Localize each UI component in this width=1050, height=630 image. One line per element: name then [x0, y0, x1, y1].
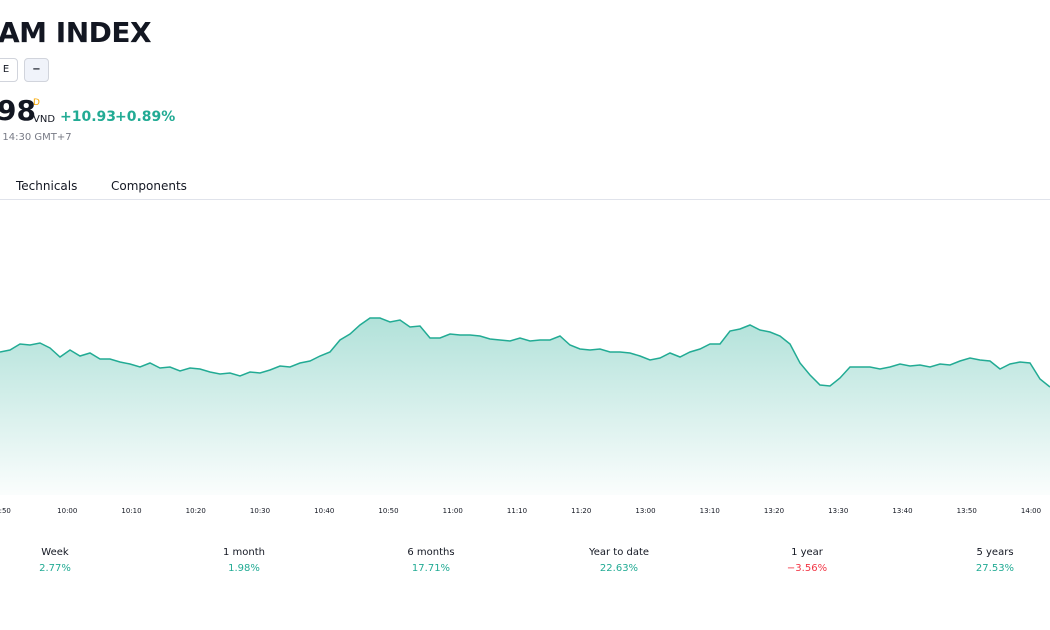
currency: VND	[33, 114, 56, 125]
period-label: 1 year	[791, 547, 823, 558]
tab[interactable]: Technicals	[16, 179, 78, 193]
x-tick-label: 10:50	[378, 507, 398, 515]
period-value: 2.77%	[39, 563, 71, 574]
x-tick-label: 13:40	[892, 507, 912, 515]
x-tick-label: 10:00	[57, 507, 77, 515]
period-value: 27.53%	[975, 563, 1015, 574]
x-tick-label: 10:30	[250, 507, 270, 515]
x-tick-label: 13:20	[764, 507, 784, 515]
x-tick-label: 11:10	[507, 507, 527, 515]
x-tick-label: 10:40	[314, 507, 334, 515]
x-tick-label: 10:10	[121, 507, 141, 515]
period-value: 22.63%	[599, 563, 639, 574]
period-label: 6 months	[407, 547, 455, 558]
area	[0, 318, 1050, 495]
period-label: 5 years	[976, 547, 1014, 558]
x-tick-label: 13:30	[828, 507, 848, 515]
tab[interactable]: Components	[111, 179, 187, 193]
change-percent: +0.89%	[115, 109, 176, 125]
period-label: Week	[41, 547, 69, 558]
line	[0, 317, 1050, 388]
change: +10.93	[60, 109, 117, 125]
price: 98	[0, 94, 36, 127]
x-tick-label: 14:00	[1021, 507, 1041, 515]
x-tick-label: 11:20	[571, 507, 591, 515]
timestamp: , 14:30 GMT+7	[0, 132, 72, 143]
title: AM INDEX	[0, 16, 152, 49]
period-value: −3.56%	[786, 563, 828, 574]
badge[interactable]: −	[24, 58, 49, 82]
x-tick-label: 13:10	[700, 507, 720, 515]
x-tick-label: 13:00	[635, 507, 655, 515]
period-label: 1 month	[223, 547, 265, 558]
x-tick-label: 10:20	[186, 507, 206, 515]
x-tick-label: 11:00	[443, 507, 463, 515]
x-tick-label: 13:50	[957, 507, 977, 515]
period-value: 1.98%	[228, 563, 260, 574]
badge[interactable]: E	[0, 58, 18, 82]
x-tick-label: 9:50	[0, 507, 11, 515]
divider	[0, 199, 1050, 200]
period-value: 17.71%	[411, 563, 451, 574]
period-label: Year to date	[588, 547, 650, 558]
price-flag: D	[33, 98, 40, 108]
